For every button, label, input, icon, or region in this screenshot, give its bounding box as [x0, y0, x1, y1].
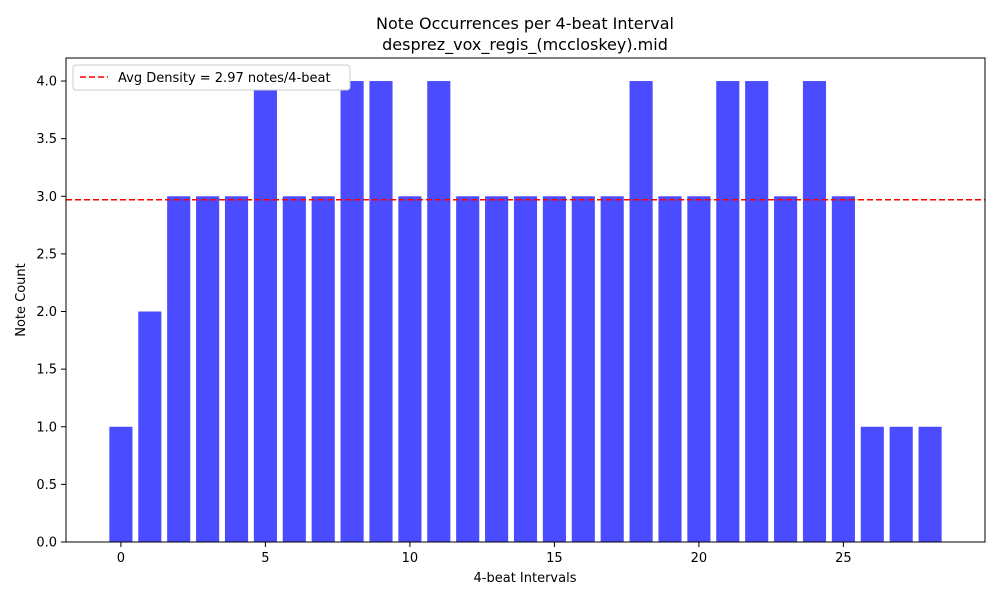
y-tick-label: 4.0 [36, 75, 57, 90]
bar-28 [918, 426, 942, 542]
x-tick-label: 25 [835, 551, 852, 566]
y-tick-label: 2.0 [36, 305, 57, 320]
chart-title: Note Occurrences per 4-beat Interval [376, 14, 674, 33]
bar-1 [138, 311, 162, 542]
x-tick-label: 0 [117, 551, 125, 566]
y-tick-label: 2.5 [36, 247, 57, 262]
x-axis-label: 4-beat Intervals [474, 571, 577, 586]
bar-23 [774, 196, 798, 543]
bar-25 [831, 196, 855, 543]
bar-11 [427, 81, 451, 543]
x-tick-label: 20 [691, 551, 708, 566]
y-tick-label: 0.5 [36, 478, 57, 493]
bar-15 [542, 196, 566, 543]
x-axis-ticks: 0 5 10 15 20 25 [117, 542, 852, 566]
y-tick-label: 1.0 [36, 420, 57, 435]
y-tick-label: 3.0 [36, 190, 57, 205]
y-tick-label: 3.5 [36, 132, 57, 147]
bar-7 [311, 196, 335, 543]
bar-9 [369, 81, 393, 543]
bars-group [109, 81, 942, 543]
bar-4 [224, 196, 249, 543]
bar-24 [802, 81, 827, 543]
bar-8 [340, 81, 364, 543]
bar-17 [600, 196, 624, 543]
bar-2 [167, 196, 191, 543]
bar-18 [629, 81, 653, 543]
bar-0 [109, 426, 133, 542]
y-axis-ticks: 0.0 0.5 1.0 1.5 2.0 2.5 3.0 3.5 4.0 [36, 75, 66, 551]
bar-20 [687, 196, 711, 543]
y-tick-label: 1.5 [36, 363, 57, 378]
legend-entry: Avg Density = 2.97 notes/4-beat [118, 71, 331, 86]
x-tick-label: 10 [402, 551, 419, 566]
bar-14 [513, 196, 538, 543]
bar-6 [282, 196, 306, 543]
bar-16 [571, 196, 595, 543]
bar-27 [889, 426, 913, 542]
chart-subtitle: desprez_vox_regis_(mccloskey).mid [382, 35, 668, 55]
y-tick-label: 0.0 [36, 536, 57, 551]
legend-box [72, 64, 351, 91]
bar-12 [456, 196, 480, 543]
y-axis-label: Note Count [14, 263, 29, 337]
bar-13 [485, 196, 509, 543]
plot-frame [65, 57, 986, 543]
bar-5 [253, 81, 277, 543]
bar-21 [716, 81, 740, 543]
x-tick-label: 5 [261, 551, 269, 566]
bar-26 [860, 426, 884, 542]
bar-3 [196, 196, 220, 543]
bar-19 [658, 196, 682, 543]
bar-10 [398, 196, 422, 543]
x-tick-label: 15 [546, 551, 563, 566]
bar-22 [745, 81, 769, 543]
legend: Avg Density = 2.97 notes/4-beat [72, 64, 351, 91]
